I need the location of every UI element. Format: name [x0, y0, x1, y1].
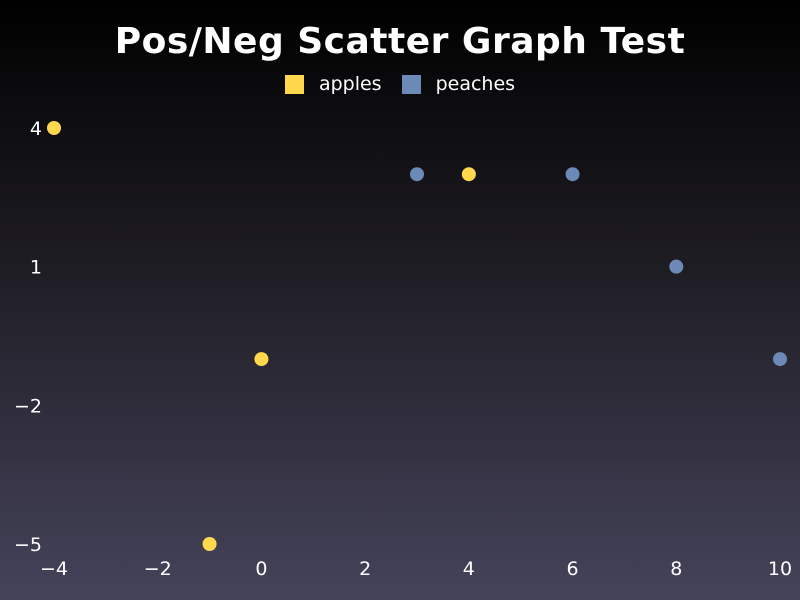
legend-label-peaches: peaches — [435, 73, 516, 95]
legend-item-apples: apples — [284, 72, 382, 96]
x-tick-label: 4 — [463, 558, 475, 580]
data-point-peaches — [669, 259, 684, 274]
legend-swatch-apples — [284, 74, 304, 94]
data-point-peaches — [565, 167, 580, 182]
legend-label-apples: apples — [318, 73, 382, 95]
data-point-apples — [461, 167, 476, 182]
x-tick-label: 2 — [359, 558, 371, 580]
legend-swatch-peaches — [401, 74, 421, 94]
data-point-peaches — [410, 167, 424, 182]
data-point-apples — [202, 537, 217, 551]
y-axis-ticks: 4 1 −2 −5 — [14, 118, 42, 556]
legend-item-peaches: peaches — [401, 72, 516, 96]
y-tick-label: 1 — [30, 257, 42, 279]
y-tick-label: 4 — [30, 118, 42, 140]
legend: apples peaches — [0, 72, 800, 96]
data-point-apples — [254, 352, 269, 367]
x-tick-label: 8 — [670, 558, 682, 580]
data-point-apples — [47, 121, 61, 135]
y-tick-label: −5 — [14, 534, 42, 556]
x-tick-label: −2 — [144, 558, 172, 580]
x-tick-label: −4 — [40, 558, 68, 580]
x-tick-label: 10 — [768, 558, 792, 580]
x-tick-label: 6 — [567, 558, 579, 580]
data-points — [47, 121, 787, 551]
chart-title: Pos/Neg Scatter Graph Test — [114, 21, 686, 62]
x-tick-label: 0 — [255, 558, 267, 580]
x-axis-ticks: −4 −2 0 2 4 6 8 10 — [40, 558, 792, 580]
y-tick-label: −2 — [14, 395, 42, 417]
data-point-peaches — [773, 352, 787, 367]
